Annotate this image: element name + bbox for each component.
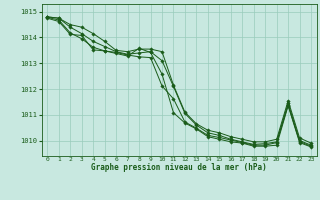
X-axis label: Graphe pression niveau de la mer (hPa): Graphe pression niveau de la mer (hPa): [91, 163, 267, 172]
